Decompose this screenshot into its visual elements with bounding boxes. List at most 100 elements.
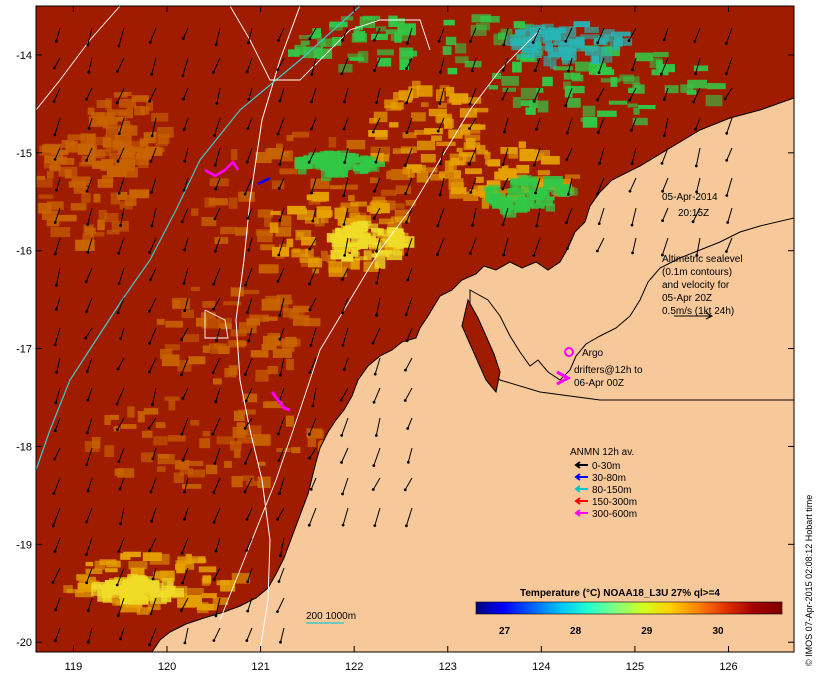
velocity-arrow xyxy=(181,207,189,222)
velocity-arrow xyxy=(120,327,125,339)
lon-tick-label: 122 xyxy=(345,661,363,673)
velocity-arrow xyxy=(696,237,701,256)
sst-patch xyxy=(236,422,246,434)
velocity-arrow-head xyxy=(694,164,698,168)
velocity-arrow-head xyxy=(375,101,379,104)
velocity-arrow xyxy=(151,177,157,193)
velocity-arrow-head xyxy=(723,97,727,101)
sst-patch xyxy=(505,195,526,203)
sst-patch xyxy=(416,85,433,97)
sst-patch xyxy=(438,102,447,109)
velocity-arrow xyxy=(55,387,61,403)
velocity-arrow-head xyxy=(373,69,376,72)
velocity-arrow-head xyxy=(470,69,474,73)
velocity-arrow xyxy=(151,117,157,137)
velocity-arrow-head xyxy=(117,550,121,553)
velocity-arrow-head xyxy=(276,610,279,613)
velocity-arrow xyxy=(502,177,509,190)
velocity-arrow xyxy=(246,297,253,313)
velocity-arrow-head xyxy=(180,338,184,341)
sst-patch xyxy=(530,203,545,209)
velocity-arrow-head xyxy=(180,551,184,555)
velocity-arrow xyxy=(503,237,509,256)
velocity-arrow xyxy=(277,117,285,135)
sst-patch xyxy=(430,173,445,181)
velocity-arrow-head xyxy=(151,403,154,407)
sst-patch xyxy=(593,37,607,45)
velocity-arrow xyxy=(437,207,445,226)
velocity-arrow xyxy=(725,57,733,74)
velocity-arrow xyxy=(183,117,189,130)
sst-patch xyxy=(264,215,272,228)
sst-patch xyxy=(608,100,628,105)
sst-patch xyxy=(462,154,476,162)
velocity-arrow xyxy=(632,57,637,70)
sst-patch xyxy=(209,343,227,350)
velocity-arrow xyxy=(662,207,669,221)
velocity-arrow-head xyxy=(54,307,58,311)
sst-patch xyxy=(463,142,481,150)
velocity-arrow-head xyxy=(119,224,122,227)
velocity-arrow-head xyxy=(51,524,55,528)
velocity-arrow-head xyxy=(183,309,187,312)
sst-patch xyxy=(90,232,105,237)
sst-patch xyxy=(627,103,638,108)
velocity-arrow-head xyxy=(661,219,664,223)
sst-patch xyxy=(67,134,85,141)
velocity-arrow-head xyxy=(564,104,567,107)
velocity-arrow xyxy=(405,207,413,223)
sst-patch xyxy=(396,236,415,248)
velocity-arrow-head xyxy=(181,458,185,462)
velocity-arrow xyxy=(245,267,253,286)
velocity-arrow xyxy=(344,87,349,102)
velocity-arrow xyxy=(215,537,221,552)
velocity-arrow xyxy=(308,507,317,526)
velocity-arrow xyxy=(343,207,349,225)
sst-patch xyxy=(348,195,355,201)
sst-patch xyxy=(143,408,159,415)
sst-patch xyxy=(488,184,501,194)
sst-patch xyxy=(392,148,413,154)
sst-patch xyxy=(464,134,481,141)
sst-patch xyxy=(68,181,87,188)
velocity-arrow xyxy=(596,177,605,195)
velocity-arrow-head xyxy=(535,224,539,228)
sst-patch xyxy=(98,584,111,590)
velocity-arrow-head xyxy=(183,517,186,521)
velocity-arrow-head xyxy=(55,370,59,374)
sst-patch xyxy=(239,289,260,295)
sst-patch xyxy=(76,574,90,581)
sst-patch xyxy=(282,302,289,311)
velocity-arrow xyxy=(695,147,701,167)
sst-patch xyxy=(402,167,410,175)
velocity-arrow xyxy=(406,117,413,133)
sst-patch xyxy=(38,194,54,199)
sst-patch xyxy=(371,241,379,246)
sst-patch xyxy=(123,551,141,558)
velocity-arrow-head xyxy=(692,100,695,104)
sst-patch xyxy=(354,256,368,261)
sst-patch xyxy=(350,258,360,270)
sst-patch xyxy=(114,468,124,476)
sst-patch xyxy=(394,209,410,220)
velocity-arrow xyxy=(661,147,669,164)
velocity-arrow xyxy=(373,207,381,219)
sst-patch xyxy=(372,229,392,237)
velocity-arrow xyxy=(213,567,221,580)
sst-patch xyxy=(188,356,206,365)
sst-patch xyxy=(371,253,379,258)
sst-patch xyxy=(213,378,222,385)
velocity-arrow xyxy=(726,117,733,134)
velocity-arrow xyxy=(213,267,221,285)
velocity-arrow-head xyxy=(341,492,344,496)
sst-patch xyxy=(653,52,669,58)
velocity-arrow-head xyxy=(308,456,312,460)
sst-patch xyxy=(272,348,292,358)
velocity-arrow xyxy=(376,297,381,316)
sst-patch xyxy=(279,168,298,175)
sst-patch xyxy=(540,191,550,199)
sst-patch xyxy=(253,434,271,446)
velocity-arrow xyxy=(628,27,637,41)
sst-patch xyxy=(386,171,403,180)
velocity-arrow xyxy=(340,387,349,401)
